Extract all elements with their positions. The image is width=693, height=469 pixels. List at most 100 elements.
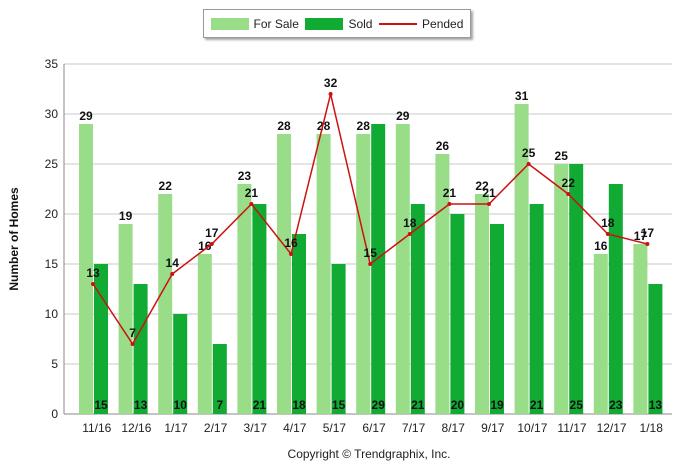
x-tick-label: 5/17 [323, 421, 347, 435]
bar-sold [331, 264, 346, 414]
point-pended [249, 202, 254, 206]
point-pended [566, 192, 571, 196]
bar-for-sale [593, 254, 608, 414]
data-label-sold: 19 [490, 398, 504, 412]
x-tick-label: 2/17 [204, 421, 228, 435]
x-tick-label: 1/18 [640, 421, 664, 435]
data-label-pended: 18 [601, 216, 615, 230]
x-tick-label: 4/17 [283, 421, 307, 435]
data-label-sold: 18 [292, 398, 306, 412]
bar-for-sale [554, 164, 569, 414]
data-label-pended: 18 [403, 216, 417, 230]
bar-for-sale [316, 134, 331, 414]
bar-sold [94, 264, 108, 414]
x-tick-label: 12/16 [121, 421, 151, 435]
legend-swatch-pended [379, 22, 418, 25]
point-pended [407, 232, 412, 236]
legend-item-for-sale: For Sale [210, 16, 299, 31]
data-label-for-sale: 28 [357, 119, 371, 133]
data-label-pended: 22 [562, 176, 576, 190]
bar-sold [173, 314, 188, 414]
bar-for-sale [395, 124, 410, 414]
data-label-sold: 15 [94, 398, 108, 412]
point-pended [328, 92, 333, 96]
data-label-for-sale: 29 [79, 109, 93, 123]
data-label-sold: 21 [411, 398, 425, 412]
bar-for-sale [79, 124, 93, 414]
x-tick-label: 6/17 [362, 421, 386, 435]
y-axis-label: Number of Homes [7, 187, 21, 291]
bar-for-sale [514, 104, 529, 414]
bar-sold [569, 164, 584, 414]
data-label-pended: 7 [129, 326, 136, 340]
bar-sold [410, 204, 425, 414]
bar-sold [133, 284, 148, 414]
bar-sold [648, 284, 663, 414]
point-pended [487, 202, 491, 206]
data-label-for-sale: 17 [634, 229, 648, 243]
bar-for-sale [475, 194, 489, 414]
y-tick-label: 25 [45, 157, 59, 171]
data-label-for-sale: 25 [555, 149, 569, 163]
data-label-pended: 13 [86, 266, 100, 280]
data-label-sold: 25 [570, 398, 584, 412]
data-label-pended: 14 [166, 256, 180, 270]
data-label-sold: 13 [649, 398, 663, 412]
data-label-sold: 7 [216, 398, 223, 412]
x-tick-label: 10/17 [517, 421, 547, 435]
data-label-for-sale: 28 [277, 119, 291, 133]
data-label-pended: 17 [641, 226, 655, 240]
data-label-pended: 15 [364, 246, 378, 260]
x-tick-label: 11/17 [557, 421, 586, 435]
legend-label-sold: Sold [348, 16, 373, 31]
legend-label-for-sale: For Sale [253, 16, 299, 31]
bar-for-sale [356, 134, 371, 414]
bar-for-sale [118, 224, 133, 414]
x-tick-label: 9/17 [481, 421, 505, 435]
y-tick-label: 0 [51, 407, 58, 421]
data-label-pended: 17 [205, 226, 219, 240]
data-label-pended: 21 [245, 186, 259, 200]
bar-sold [371, 124, 386, 414]
legend-item-sold: Sold [305, 17, 372, 31]
data-label-for-sale: 19 [119, 209, 133, 223]
copyright-text: Copyright © Trendgraphix, Inc. [287, 447, 451, 461]
bar-for-sale [435, 154, 450, 414]
data-label-for-sale: 16 [198, 239, 212, 253]
x-tick-label: 8/17 [442, 421, 466, 435]
bar-for-sale [277, 134, 291, 414]
data-label-sold: 13 [134, 398, 148, 412]
x-tick-label: 1/17 [164, 421, 188, 435]
bar-sold [292, 234, 306, 414]
legend-swatch-sold [305, 17, 344, 30]
data-label-pended: 21 [482, 186, 496, 200]
bar-sold [212, 344, 227, 414]
point-pended [130, 342, 135, 346]
bar-for-sale [158, 194, 173, 414]
y-tick-label: 30 [45, 107, 59, 121]
data-label-sold: 23 [609, 398, 623, 412]
data-label-for-sale: 23 [238, 169, 252, 183]
bar-sold [529, 204, 544, 414]
point-pended [526, 162, 531, 166]
bar-for-sale [237, 184, 252, 414]
data-label-sold: 29 [372, 398, 386, 412]
x-tick-label: 7/17 [402, 421, 426, 435]
bar-for-sale [197, 254, 212, 414]
data-label-for-sale: 29 [396, 109, 410, 123]
chart-legend: For Sale Sold Pended [203, 9, 471, 38]
x-tick-label: 3/17 [244, 421, 268, 435]
data-label-for-sale: 28 [317, 119, 331, 133]
data-label-for-sale: 26 [436, 139, 450, 153]
bar-sold [252, 204, 267, 414]
data-label-pended: 25 [522, 146, 536, 160]
point-pended [289, 252, 293, 256]
bar-sold [450, 214, 465, 414]
bar-sold [608, 184, 623, 414]
data-label-sold: 15 [332, 398, 346, 412]
data-label-sold: 10 [174, 398, 188, 412]
bar-sold [490, 224, 504, 414]
point-pended [170, 272, 175, 276]
